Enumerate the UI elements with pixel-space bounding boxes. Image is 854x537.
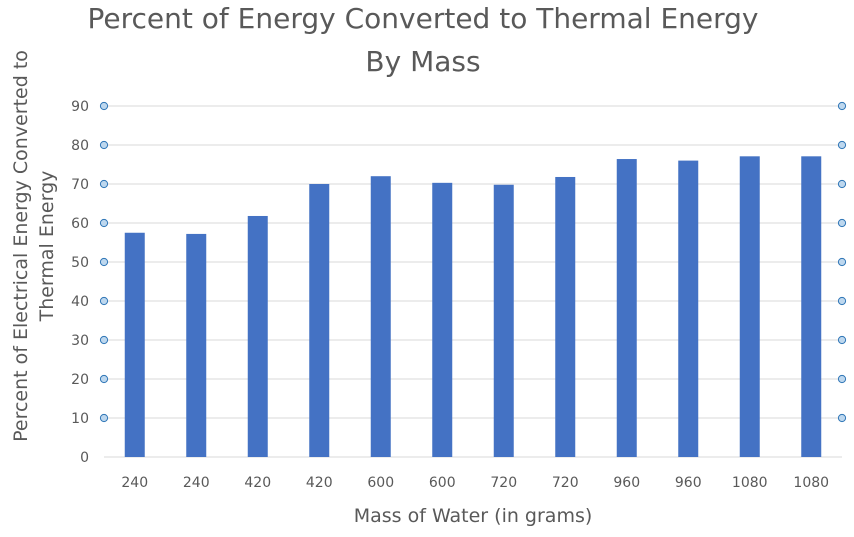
y-tick-label: 20 xyxy=(71,372,89,388)
y-axis-label-line-2: Thermal Energy xyxy=(36,171,58,323)
bar xyxy=(493,184,514,457)
bar xyxy=(432,182,453,457)
x-tick-label: 240 xyxy=(183,475,210,491)
chart-title-line-2: By Mass xyxy=(365,45,480,78)
bar-series xyxy=(124,156,822,458)
x-axis-ticks: 240 240 420 420 600 600 720 720 960 960 1080 1080 xyxy=(121,475,829,491)
bar xyxy=(616,159,637,458)
selection-handle-left[interactable] xyxy=(99,413,109,423)
selection-handle-left[interactable] xyxy=(99,335,109,345)
selection-handle-right[interactable] xyxy=(837,101,847,111)
selection-handle-left[interactable] xyxy=(99,140,109,150)
bar xyxy=(801,156,822,457)
y-axis-ticks: 0 10 20 30 40 50 60 70 80 90 xyxy=(71,99,89,466)
selection-handle-left[interactable] xyxy=(99,179,109,189)
bar xyxy=(370,176,391,457)
x-tick-label: 720 xyxy=(490,475,517,491)
y-tick-label: 0 xyxy=(80,450,89,466)
bar xyxy=(739,156,760,457)
selection-handle-right[interactable] xyxy=(837,257,847,267)
selection-handle-left[interactable] xyxy=(99,101,109,111)
selection-handle-right[interactable] xyxy=(837,374,847,384)
x-tick-label: 420 xyxy=(306,475,333,491)
bar xyxy=(309,184,330,457)
y-tick-label: 70 xyxy=(71,177,89,193)
selection-handle-left[interactable] xyxy=(99,218,109,228)
x-tick-label: 960 xyxy=(613,475,640,491)
y-tick-label: 30 xyxy=(71,333,89,349)
y-tick-label: 50 xyxy=(71,255,89,271)
bar xyxy=(247,215,268,457)
x-tick-label: 1080 xyxy=(732,475,768,491)
y-tick-label: 10 xyxy=(71,411,89,427)
selection-handle-left[interactable] xyxy=(99,296,109,306)
y-tick-label: 90 xyxy=(71,99,89,115)
x-tick-label: 960 xyxy=(675,475,702,491)
bar xyxy=(124,232,145,457)
selection-handle-right[interactable] xyxy=(837,140,847,150)
x-tick-label: 420 xyxy=(244,475,271,491)
x-tick-label: 1080 xyxy=(793,475,829,491)
y-tick-label: 80 xyxy=(71,138,89,154)
selection-handle-right[interactable] xyxy=(837,335,847,345)
bar xyxy=(555,176,576,458)
x-axis-label: Mass of Water (in grams) xyxy=(354,505,593,527)
selection-handles[interactable] xyxy=(99,101,847,423)
x-tick-label: 600 xyxy=(367,475,394,491)
selection-handle-left[interactable] xyxy=(99,257,109,267)
y-axis-label-line-1: Percent of Electrical Energy Converted t… xyxy=(10,50,32,442)
y-tick-label: 40 xyxy=(71,294,89,310)
x-tick-label: 240 xyxy=(121,475,148,491)
selection-handle-left[interactable] xyxy=(99,374,109,384)
bar xyxy=(186,233,207,457)
selection-handle-right[interactable] xyxy=(837,218,847,228)
x-tick-label: 600 xyxy=(429,475,456,491)
y-axis-label: Percent of Electrical Energy Converted t… xyxy=(10,50,58,442)
bar xyxy=(678,160,699,457)
selection-handle-right[interactable] xyxy=(837,179,847,189)
chart-title-line-1: Percent of Energy Converted to Thermal E… xyxy=(88,2,759,35)
selection-handle-right[interactable] xyxy=(837,413,847,423)
x-tick-label: 720 xyxy=(552,475,579,491)
y-tick-label: 60 xyxy=(71,216,89,232)
selection-handle-right[interactable] xyxy=(837,296,847,306)
gridlines xyxy=(104,105,842,458)
